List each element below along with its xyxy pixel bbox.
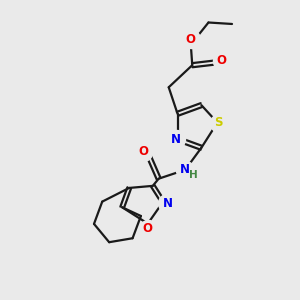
Text: N: N [171,133,181,146]
Text: N: N [162,197,172,210]
Text: O: O [186,33,196,46]
Text: S: S [214,116,223,129]
Text: O: O [217,54,227,67]
Text: N: N [180,164,190,176]
Text: O: O [143,222,153,236]
Text: H: H [189,170,198,180]
Text: O: O [138,145,148,158]
